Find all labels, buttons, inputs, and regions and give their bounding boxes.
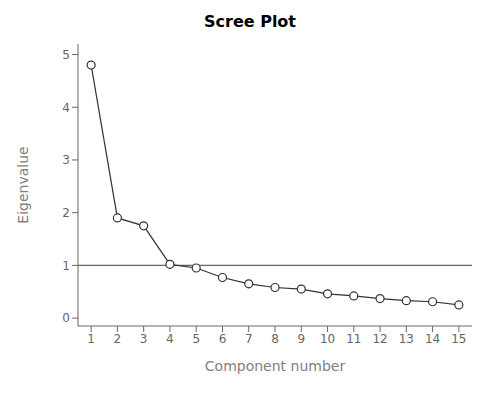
svg-text:10: 10 [320, 332, 335, 346]
svg-text:5: 5 [192, 332, 200, 346]
svg-text:3: 3 [62, 153, 70, 167]
svg-text:12: 12 [372, 332, 387, 346]
svg-text:2: 2 [62, 206, 70, 220]
svg-text:8: 8 [271, 332, 279, 346]
svg-text:3: 3 [140, 332, 148, 346]
svg-text:4: 4 [166, 332, 174, 346]
svg-text:14: 14 [425, 332, 440, 346]
svg-text:5: 5 [62, 48, 70, 62]
svg-text:11: 11 [346, 332, 361, 346]
svg-text:4: 4 [62, 101, 70, 115]
svg-text:2: 2 [114, 332, 122, 346]
svg-text:9: 9 [297, 332, 305, 346]
svg-text:0: 0 [62, 311, 70, 325]
svg-text:Component number: Component number [205, 358, 346, 374]
html-text:Scree Plot: Scree Plot [204, 12, 296, 31]
svg-text:1: 1 [87, 332, 95, 346]
svg-text:15: 15 [451, 332, 466, 346]
svg-text:13: 13 [399, 332, 414, 346]
svg-text:1: 1 [62, 259, 70, 273]
svg-text:Eigenvalue: Eigenvalue [15, 146, 31, 223]
svg-text:7: 7 [245, 332, 253, 346]
svg-text:6: 6 [219, 332, 227, 346]
